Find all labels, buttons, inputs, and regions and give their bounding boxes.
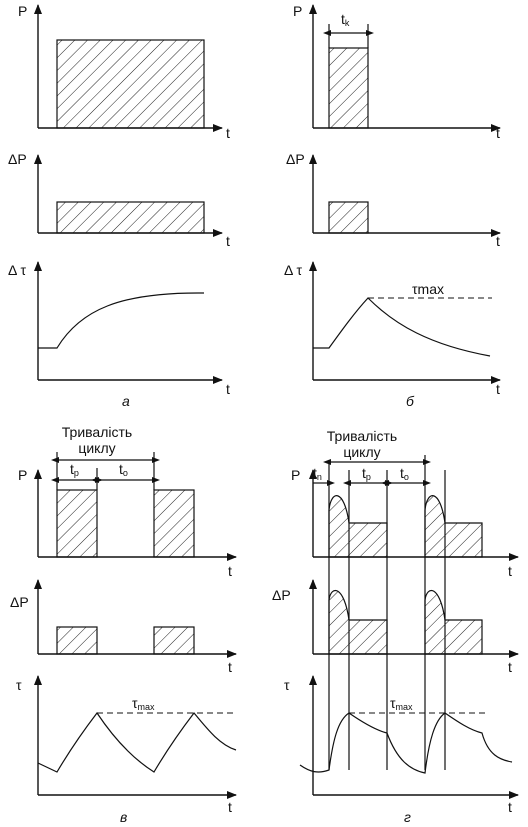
x-label: t — [228, 659, 232, 675]
guide — [328, 24, 369, 48]
temperature-curve — [299, 712, 513, 774]
y-label: P — [18, 467, 27, 483]
loss-block — [153, 626, 195, 655]
power-block — [424, 495, 483, 558]
loss-block — [328, 201, 369, 234]
label-main: t — [400, 465, 404, 481]
power-block — [328, 47, 369, 129]
caption: а — [122, 393, 130, 409]
y-label: P — [293, 3, 302, 19]
power-block — [328, 495, 388, 558]
label-main: τ — [390, 695, 396, 711]
x-label: t — [226, 125, 230, 141]
cycle-title: Тривалість — [62, 424, 132, 440]
panel-d: Тривалість циклу tn tp to P t ΔP t τmax … — [272, 428, 519, 825]
x-label: t — [228, 799, 232, 815]
label-sub: k — [345, 18, 350, 28]
panel-c: Тривалість циклу tp to P t ΔP t τmax τ t… — [10, 424, 237, 825]
tau-max-label: τmax — [390, 695, 413, 712]
label-main: t — [70, 461, 74, 477]
y-label: ΔP — [272, 587, 291, 603]
y-label: ΔP — [286, 151, 305, 167]
work-label: tp — [70, 461, 79, 478]
caption: г — [404, 809, 411, 825]
caption: в — [120, 809, 127, 825]
label-sub: max — [396, 702, 414, 712]
x-label: t — [508, 659, 512, 675]
x-label: t — [508, 799, 512, 815]
x-label: t — [226, 233, 230, 249]
heating-curve — [38, 292, 205, 349]
work-label: tp — [362, 465, 371, 482]
label-sub: p — [74, 468, 79, 478]
pause-label: to — [119, 461, 128, 478]
label-main: τ — [412, 281, 418, 297]
label-main: t — [119, 461, 123, 477]
tau-max-label: τmax — [412, 281, 444, 297]
tau-max-label: τmax — [132, 695, 155, 712]
power-block — [56, 39, 205, 129]
pulse-label: tk — [341, 11, 350, 28]
y-label: Δ τ — [284, 262, 302, 278]
panel-a: P t ΔP t Δ τ t а — [8, 3, 230, 409]
loss-block — [424, 589, 483, 655]
power-block — [56, 489, 98, 558]
y-label: ΔP — [8, 151, 27, 167]
temperature-curve — [37, 711, 237, 773]
y-label: τ — [284, 677, 290, 693]
x-label: t — [226, 381, 230, 397]
cycle-title: Тривалість — [327, 428, 397, 444]
loss-block — [328, 589, 388, 655]
label-sub: n — [317, 472, 322, 482]
label-main: t — [362, 465, 366, 481]
label-main: τ — [132, 695, 138, 711]
x-label: t — [496, 381, 500, 397]
loss-block — [56, 201, 205, 234]
y-label: τ — [16, 677, 22, 693]
caption: б — [406, 393, 415, 409]
label-sub: max — [138, 702, 156, 712]
pause-label: to — [400, 465, 409, 482]
label-sub: p — [366, 472, 371, 482]
x-label: t — [508, 563, 512, 579]
x-label: t — [228, 563, 232, 579]
y-label: ΔP — [10, 594, 29, 610]
x-label: t — [496, 125, 500, 141]
power-block — [153, 489, 195, 558]
label-main: t — [341, 11, 345, 27]
x-label: t — [496, 233, 500, 249]
label-sub: o — [123, 468, 128, 478]
label-sub: max — [418, 281, 444, 297]
start-label: tn — [313, 465, 322, 482]
label-sub: o — [404, 472, 409, 482]
y-label: Δ τ — [8, 262, 26, 278]
loss-block — [56, 626, 98, 655]
cycle-title: циклу — [343, 444, 380, 460]
temperature-curve — [313, 297, 491, 357]
panel-b: tk P t ΔP t τmax Δ τ t б — [284, 3, 501, 409]
y-label: P — [291, 467, 300, 483]
cycle-title: циклу — [78, 440, 115, 456]
y-label: P — [18, 3, 27, 19]
